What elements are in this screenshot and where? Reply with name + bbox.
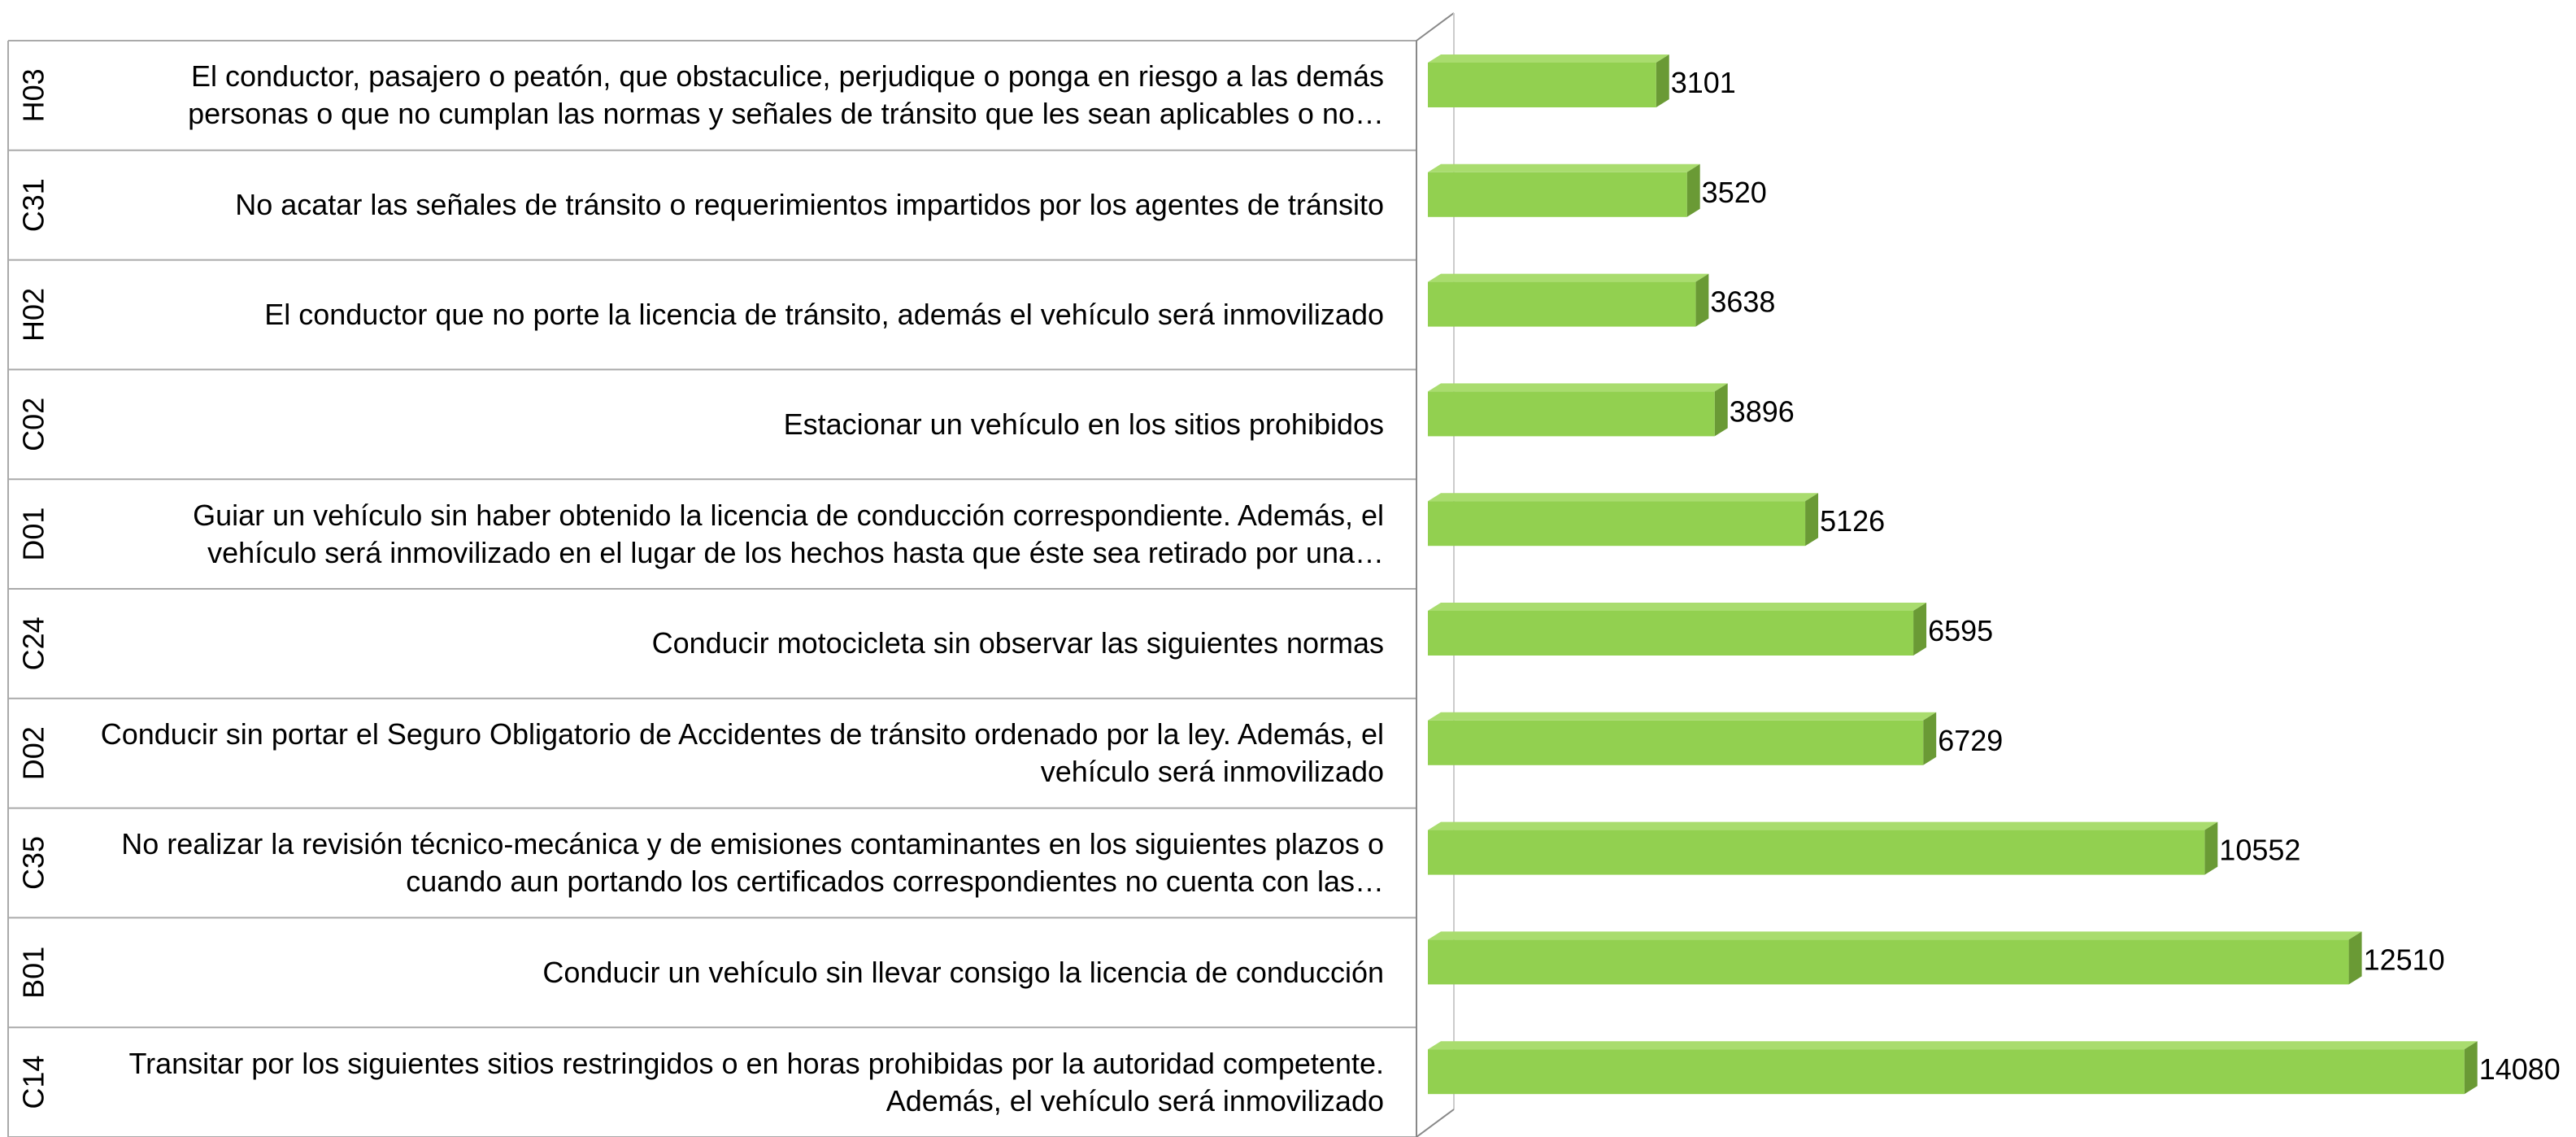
bar-side bbox=[1695, 273, 1709, 327]
bar-top bbox=[1428, 712, 1937, 721]
category-label: No realizar la revisión técnico-mecánica… bbox=[121, 826, 1384, 898]
data-label: 10552 bbox=[2219, 834, 2300, 867]
category-label: El conductor que no porte la licencia de… bbox=[264, 297, 1384, 331]
bar bbox=[1428, 720, 1924, 765]
data-label: 6595 bbox=[1928, 614, 1993, 647]
bar-side bbox=[1686, 163, 1700, 217]
category-code: C31 bbox=[17, 178, 50, 232]
bar-top bbox=[1428, 931, 2362, 940]
bar-top bbox=[1428, 163, 1700, 172]
category-code: C02 bbox=[17, 398, 50, 451]
bar-top bbox=[1428, 54, 1669, 63]
bar bbox=[1428, 939, 2349, 985]
category-label: Estacionar un vehículo en los sitios pro… bbox=[783, 407, 1384, 441]
bar-top bbox=[1428, 273, 1709, 282]
bar-top bbox=[1428, 1041, 2478, 1050]
data-label: 3520 bbox=[1702, 176, 1767, 209]
bar bbox=[1428, 501, 1806, 547]
category-code: C24 bbox=[17, 616, 50, 670]
category-label: No acatar las señales de tránsito o requ… bbox=[235, 188, 1384, 222]
category-code: C35 bbox=[17, 836, 50, 890]
category-label: Conducir un vehículo sin llevar consigo … bbox=[542, 955, 1384, 989]
bar-top bbox=[1428, 821, 2218, 830]
axis-depth bbox=[1416, 12, 1455, 41]
bar-top bbox=[1428, 383, 1728, 392]
bar bbox=[1428, 611, 1914, 656]
bar bbox=[1428, 391, 1715, 437]
data-label: 3896 bbox=[1730, 394, 1795, 428]
data-label: 5126 bbox=[1820, 504, 1885, 538]
category-label: Conducir motocicleta sin observar las si… bbox=[651, 626, 1384, 660]
bar-side bbox=[2348, 931, 2362, 985]
data-label: 3101 bbox=[1671, 66, 1736, 99]
data-label: 14080 bbox=[2479, 1052, 2561, 1086]
bar-side bbox=[1714, 383, 1728, 437]
category-code: H03 bbox=[17, 68, 50, 122]
bar-side bbox=[1805, 493, 1819, 547]
bar-top bbox=[1428, 493, 1819, 502]
category-label: Transitar por los siguientes sitios rest… bbox=[128, 1046, 1385, 1117]
bar bbox=[1428, 1049, 2465, 1095]
bar bbox=[1428, 830, 2205, 875]
category-code: D02 bbox=[17, 726, 50, 780]
bar bbox=[1428, 172, 1687, 217]
category-code: B01 bbox=[17, 947, 50, 999]
category-code: H02 bbox=[17, 288, 50, 342]
bar-side bbox=[2204, 821, 2218, 875]
bar-side bbox=[1923, 712, 1937, 765]
bar-side bbox=[2464, 1041, 2478, 1095]
data-label: 3638 bbox=[1710, 285, 1775, 319]
data-label: 12510 bbox=[2364, 943, 2445, 976]
bar bbox=[1428, 281, 1696, 327]
category-label: Conducir sin portar el Seguro Obligatori… bbox=[100, 717, 1384, 789]
bar-side bbox=[1913, 603, 1927, 656]
bar bbox=[1428, 63, 1656, 107]
bar-top bbox=[1428, 603, 1927, 611]
axis-depth-bottom bbox=[1416, 1109, 1455, 1137]
bar-side bbox=[1656, 54, 1669, 107]
category-label: El conductor, pasajero o peatón, que obs… bbox=[188, 59, 1384, 131]
data-label: 6729 bbox=[1938, 724, 2003, 757]
category-code: C14 bbox=[17, 1056, 50, 1109]
category-label: Guiar un vehículo sin haber obtenido la … bbox=[193, 498, 1384, 569]
category-code: D01 bbox=[17, 508, 50, 561]
